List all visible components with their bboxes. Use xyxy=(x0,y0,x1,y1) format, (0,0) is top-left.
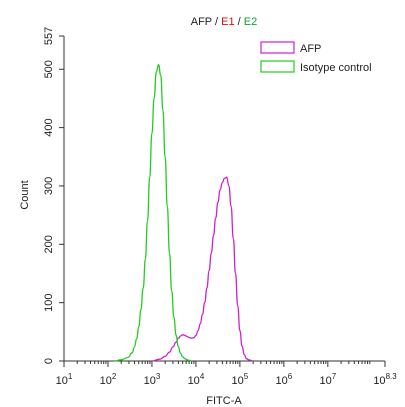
y-tick-label: 300 xyxy=(43,177,55,195)
x-tick-exponent: 6 xyxy=(288,372,293,381)
y-axis-title: Count xyxy=(19,180,31,209)
x-tick-base: 10 xyxy=(144,375,156,387)
y-tick-label: 0 xyxy=(43,358,55,364)
y-axis: 0 100 200 300 400 500 557 xyxy=(43,27,64,364)
x-tick-base: 10 xyxy=(100,375,112,387)
title-part: AFP xyxy=(191,16,212,28)
legend: AFP Isotype control xyxy=(260,41,372,74)
y-tick-label: 200 xyxy=(43,235,55,253)
x-tick-label: 104 xyxy=(188,372,205,387)
x-tick-exponent: 5 xyxy=(244,372,249,381)
x-tick-base: 10 xyxy=(373,375,385,387)
x-tick-label: 106 xyxy=(276,372,293,387)
x-tick-base: 10 xyxy=(56,375,68,387)
y-tick-label: 557 xyxy=(43,27,55,45)
x-tick-exponent: 1 xyxy=(68,372,73,381)
legend-label: Isotype control xyxy=(300,62,372,74)
series-line-isotype-control xyxy=(114,63,192,362)
x-tick-label: 107 xyxy=(319,372,336,387)
x-tick-exponent: 2 xyxy=(112,372,117,381)
plot-frame xyxy=(63,36,385,362)
title-part: E2 xyxy=(244,16,257,28)
x-tick-exponent: 4 xyxy=(200,372,205,381)
x-tick-label: 102 xyxy=(100,372,117,387)
x-tick-label: 108.3 xyxy=(373,372,397,387)
x-axis: 101 102 103 104 105 106 107 108.3 xyxy=(56,361,397,387)
title-part: / xyxy=(212,16,221,28)
series-lines xyxy=(114,63,254,362)
x-tick-exponent: 8.3 xyxy=(386,372,398,381)
y-tick-label: 500 xyxy=(43,60,55,78)
y-tick-label: 400 xyxy=(43,118,55,136)
x-tick-base: 10 xyxy=(188,375,200,387)
x-tick-base: 10 xyxy=(319,375,331,387)
x-tick-base: 10 xyxy=(232,375,244,387)
x-tick-exponent: 7 xyxy=(332,372,337,381)
x-axis-title: FITC-A xyxy=(206,395,242,407)
legend-swatch xyxy=(260,41,295,54)
legend-label: AFP xyxy=(300,43,321,55)
x-tick-label: 105 xyxy=(232,372,249,387)
x-tick-label: 103 xyxy=(144,372,161,387)
series-line-afp xyxy=(151,176,254,362)
title-part: E1 xyxy=(221,16,234,28)
x-tick-base: 10 xyxy=(276,375,288,387)
legend-swatch xyxy=(260,60,295,73)
x-tick-label: 101 xyxy=(56,372,73,387)
x-tick-exponent: 3 xyxy=(156,372,161,381)
y-tick-label: 100 xyxy=(43,293,55,311)
chart-title-text: AFP / E1 / E2 xyxy=(191,16,257,28)
chart-title: AFP / E1 / E2 xyxy=(191,16,257,28)
title-part: / xyxy=(235,16,244,28)
